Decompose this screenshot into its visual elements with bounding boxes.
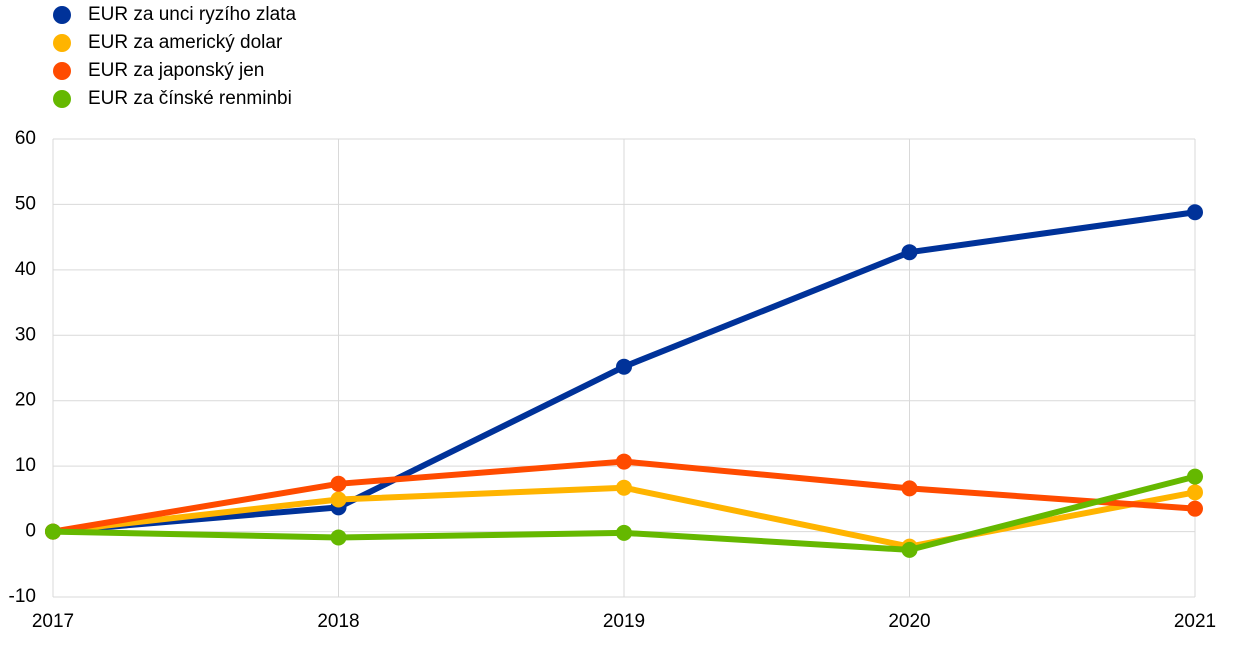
- data-point: [1187, 204, 1203, 221]
- data-point: [330, 529, 347, 546]
- legend-label: EUR za japonský jen: [88, 60, 264, 81]
- x-tick-label: 2021: [1174, 611, 1216, 632]
- x-tick-label: 2018: [317, 611, 359, 632]
- y-tick-label: 30: [15, 324, 36, 345]
- y-tick-label: 0: [25, 521, 36, 542]
- data-point: [330, 475, 347, 492]
- data-point: [616, 524, 632, 541]
- y-tick-label: 40: [15, 259, 36, 280]
- y-tick-label: -10: [9, 586, 36, 607]
- legend-marker: [53, 90, 71, 108]
- data-point: [45, 523, 61, 540]
- legend-marker: [53, 62, 71, 80]
- data-point: [616, 479, 632, 496]
- data-point: [1187, 484, 1203, 501]
- x-tick-label: 2017: [32, 611, 74, 632]
- y-tick-label: 60: [15, 128, 36, 149]
- legend-marker: [53, 34, 71, 52]
- data-point: [901, 244, 918, 261]
- y-tick-label: 50: [15, 193, 36, 214]
- data-point: [901, 480, 918, 497]
- legend-label: EUR za americký dolar: [88, 32, 283, 53]
- data-point: [330, 491, 347, 508]
- data-point: [1187, 468, 1203, 485]
- x-tick-label: 2020: [888, 611, 930, 632]
- data-point: [901, 541, 918, 558]
- y-tick-label: 20: [15, 390, 36, 411]
- data-point: [1187, 500, 1203, 517]
- data-point: [616, 358, 632, 375]
- data-point: [616, 453, 632, 470]
- legend-label: EUR za čínské renminbi: [88, 88, 292, 109]
- x-tick-label: 2019: [603, 611, 645, 632]
- y-tick-label: 10: [15, 455, 36, 476]
- legend-label: EUR za unci ryzího zlata: [88, 4, 296, 25]
- legend-marker: [53, 6, 71, 24]
